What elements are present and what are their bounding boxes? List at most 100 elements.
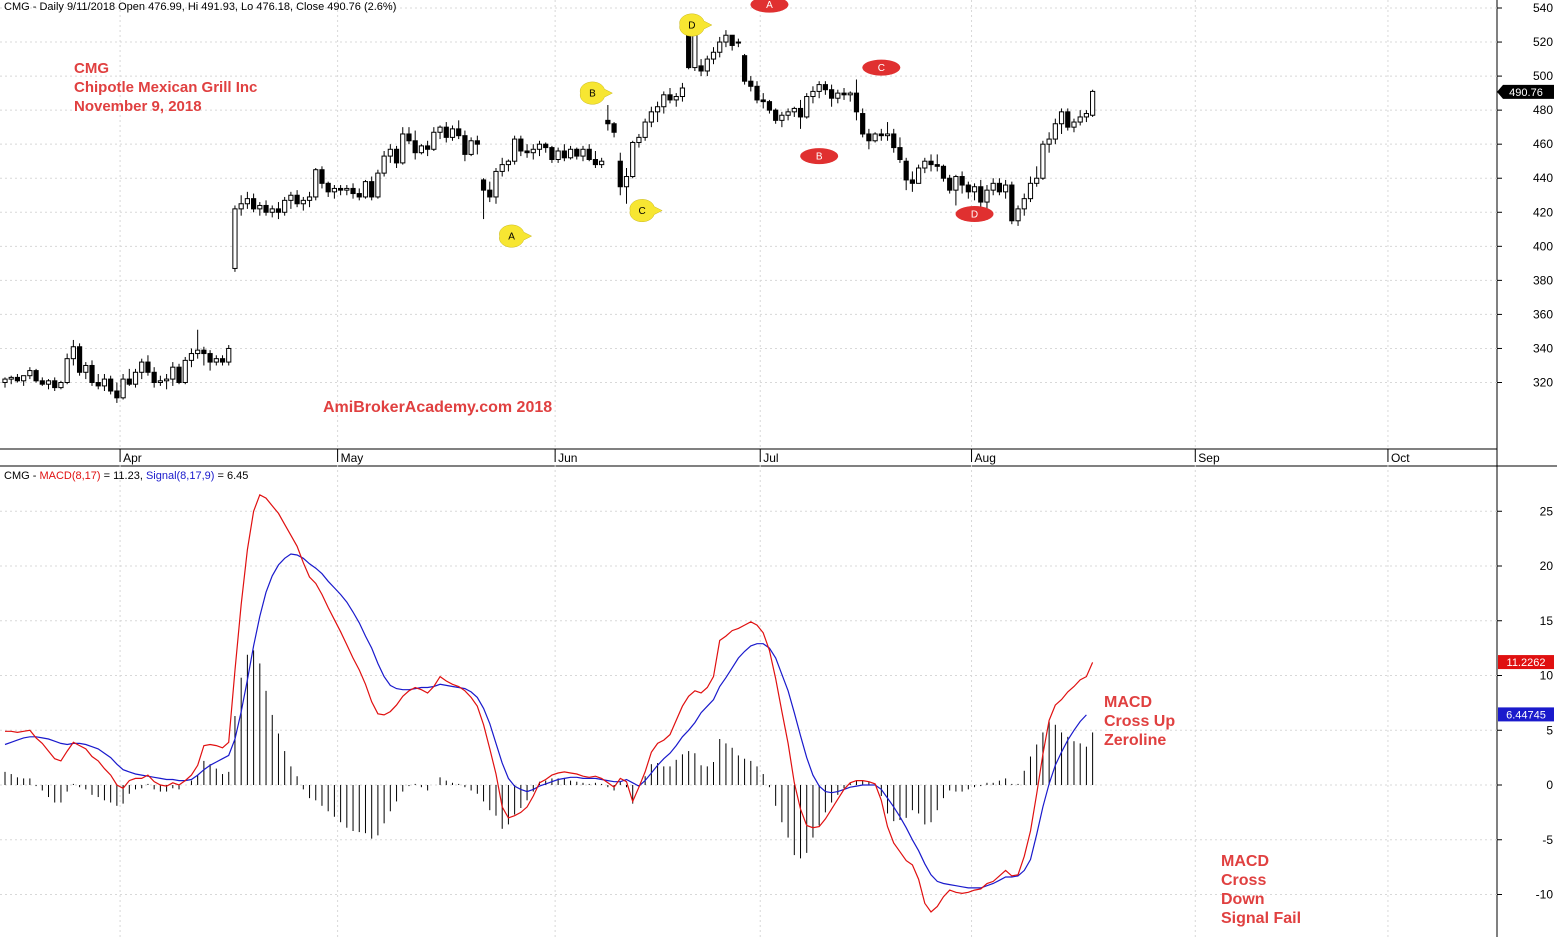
candle-body [487,189,493,198]
signal-last-value: 6.44745 [1506,709,1546,721]
candle-body [1009,184,1015,222]
candle-body [381,155,387,174]
candle-body [1077,116,1083,123]
macd-tick-label: 10 [1540,669,1554,683]
candle-body [195,349,201,355]
candle-body [623,176,630,188]
candle-body [860,113,866,135]
annotation-cross-down-line: Down [1221,891,1265,908]
price-header-text: CMG - Daily 9/11/2018 Open 476.99, Hi 49… [4,1,397,13]
candle-body [567,148,574,159]
title-symbol: CMG [74,60,109,77]
macd-tick-label: 5 [1546,723,1553,737]
candle-body [362,181,369,198]
price-tick-label: 400 [1533,239,1553,253]
macd-tick-label: -10 [1536,888,1554,902]
candle-body [1065,111,1071,128]
candle-body [766,101,773,111]
annotation-cross-up-line: MACD [1104,694,1152,711]
candle-body [170,366,176,380]
signal-line [4,553,1087,889]
candle-body [1052,123,1058,140]
macd-panel-header: CMG - MACD(8,17) = 11.23, Signal(8,17,9)… [4,470,248,482]
candle-body [269,208,275,213]
candle-body [636,136,642,143]
candle-body [306,196,313,201]
watermark: AmiBrokerAcademy.com 2018 [323,399,553,416]
candle-body [406,133,412,142]
candle-body [971,186,978,193]
candle-body [642,121,648,138]
candle-body [120,378,126,399]
candle-body [468,140,474,155]
candle-body [449,128,456,138]
candle-body [922,160,928,169]
candle-body [418,145,425,154]
candle-body [978,186,984,203]
annotation-cross-down: MACD Cross Down Signal Fail [1221,852,1301,928]
candle-body [226,347,232,363]
candle-body [369,181,375,198]
candle-body [599,160,605,166]
candle-body [244,198,250,205]
candle-body [1040,143,1046,179]
candle-body [2,378,8,384]
month-label: Oct [1391,451,1410,465]
signal-header-label: Signal(8,17,9) [145,470,215,482]
candle-body [1071,121,1077,128]
price-tick-label: 360 [1533,307,1553,321]
candle-body [990,182,996,191]
candle-body [1027,182,1034,200]
candle-body [965,184,971,193]
price-tick-label: 320 [1533,376,1553,390]
candle-body [574,148,580,157]
candle-body [182,359,188,383]
candle-body [288,194,294,201]
candle-body [648,111,654,123]
candle-body [835,92,841,99]
candle-body [188,353,195,361]
macd-line [5,493,1094,913]
candle-body [754,85,760,101]
candle-body [1021,198,1027,210]
candle-body [1046,138,1052,145]
candle-body [282,199,288,213]
candle-body [704,58,710,72]
candle-body [549,147,555,161]
abcd-marker-label: B [816,152,823,163]
candle-body [356,193,362,198]
candle-body [8,376,14,380]
candle-body [630,141,636,178]
abcd-marker [629,199,663,223]
abcd-marker [955,205,994,222]
candle-body [555,150,561,161]
abcd-marker-label: C [639,206,646,217]
candle-body [748,80,754,87]
candle-body [804,96,810,118]
candle-body [947,177,953,191]
candle-body [518,138,524,152]
candle-body [878,133,884,137]
candle-body [58,382,64,389]
last-price-tag [1497,84,1554,99]
candle-body [232,208,238,269]
title-block: CMG Chipotle Mexican Grill Inc November … [74,59,257,116]
month-label: Aug [975,451,996,465]
macd-last-tag [1498,655,1554,670]
candle-body [114,390,120,399]
candle-body [710,51,717,60]
candle-body [654,106,661,113]
abcd-marker [750,0,789,13]
candle-body [325,182,331,193]
macd-tick-label: -5 [1542,833,1553,847]
candle-body [760,99,766,103]
candle-body [425,145,431,150]
month-label: Sep [1198,451,1220,465]
candle-body [779,114,785,121]
candle-body [344,187,350,191]
candle-body [257,204,263,210]
candle-body [145,361,151,373]
candle-body [984,189,990,203]
